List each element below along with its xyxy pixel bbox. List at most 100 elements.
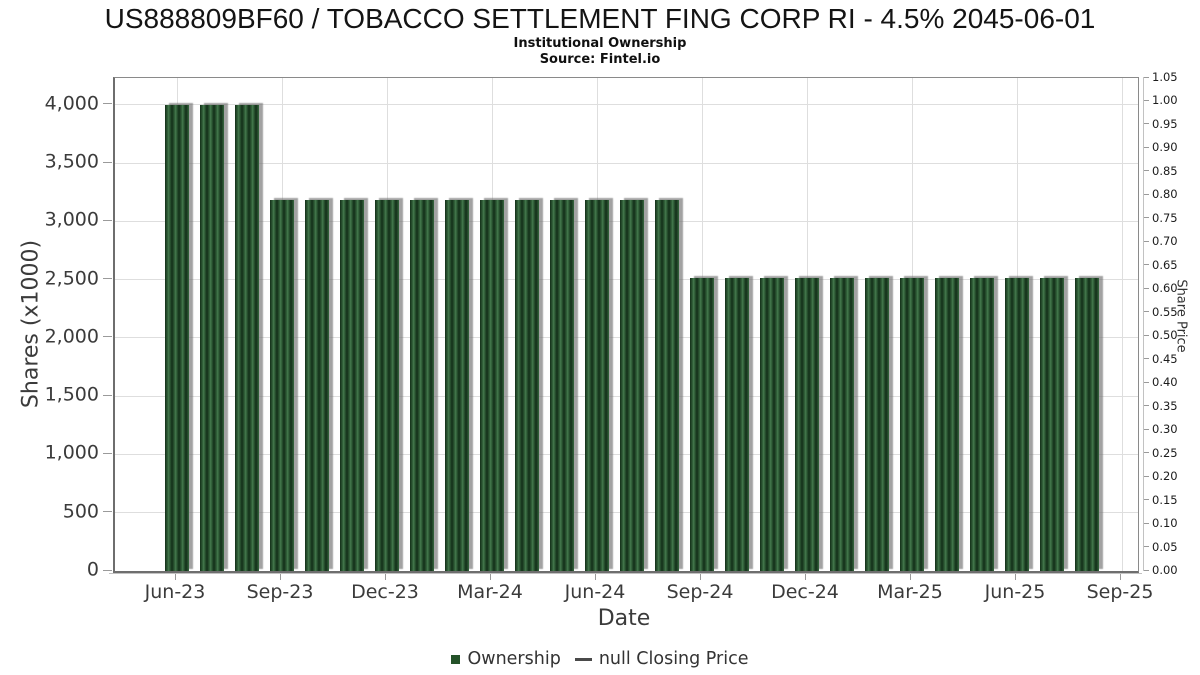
ownership-bar [725, 278, 749, 571]
ownership-bar [480, 199, 504, 571]
legend-item-ownership: Ownership [467, 649, 561, 669]
y-axis-right-tick [1144, 334, 1149, 336]
ownership-bar [445, 199, 469, 571]
y-axis-right-tick [1144, 311, 1149, 313]
ownership-bar [340, 199, 364, 571]
x-axis-tick [490, 574, 491, 580]
ownership-bar [830, 278, 854, 571]
y-axis-right-tick [1144, 475, 1149, 477]
x-axis-tick [805, 574, 806, 580]
ownership-bar [935, 278, 959, 571]
y-axis-right-tick-label: 1.00 [1152, 93, 1178, 108]
ownership-bar [305, 199, 329, 571]
y-axis-right-tick-label: 0.35 [1152, 398, 1178, 413]
y-axis-right-tick [1144, 499, 1149, 501]
y-axis-right-tick [1144, 287, 1149, 289]
ownership-bar [760, 278, 784, 571]
x-axis-line [109, 573, 1142, 574]
y-axis-right-tick [1144, 381, 1149, 383]
ownership-bar [375, 199, 399, 571]
y-axis-right-tick [1144, 358, 1149, 360]
ownership-bar [270, 199, 294, 571]
y-axis-right-tick-label: 0.85 [1152, 163, 1178, 178]
y-axis-right-tick-label: 0.75 [1152, 210, 1178, 225]
y-axis-left-tick [103, 452, 112, 454]
ownership-bar [620, 199, 644, 571]
y-axis-right-tick [1144, 522, 1149, 524]
plot-area [113, 77, 1139, 573]
x-axis-tick-label: Jun-23 [144, 581, 206, 603]
ownership-bar [235, 104, 259, 571]
x-axis-tick-label: Dec-23 [351, 581, 419, 603]
gridline-horizontal [115, 104, 1138, 106]
y-axis-left-tick [103, 161, 112, 163]
x-axis-tick [595, 574, 596, 580]
y-axis-right-tick-label: 0.45 [1152, 351, 1178, 366]
gridline-vertical [1122, 78, 1123, 571]
y-axis-right-tick [1144, 428, 1149, 430]
x-axis-tick-label: Sep-23 [246, 581, 314, 603]
y-axis-right-tick [1144, 217, 1149, 219]
x-axis-tick [700, 574, 701, 580]
y-axis-left-tick-label: 3,000 [44, 208, 99, 231]
ownership-bar [410, 199, 434, 571]
y-axis-right-tick-label: 0.20 [1152, 469, 1178, 484]
x-axis-tick [1120, 574, 1121, 580]
y-axis-left-tick [103, 219, 112, 221]
y-axis-left-tick-label: 500 [62, 500, 99, 523]
x-axis-tick-label: Jun-25 [984, 581, 1046, 603]
legend: Ownership null Closing Price [0, 648, 1200, 670]
y-axis-left-tick-label: 0 [86, 558, 99, 581]
y-axis-right-tick-label: 0.65 [1152, 257, 1178, 272]
y-axis-right-tick-label: 0.10 [1152, 516, 1178, 531]
ownership-bar [900, 278, 924, 571]
gridline-horizontal [115, 162, 1138, 164]
x-axis-tick [385, 574, 386, 580]
y-axis-right-tick [1144, 76, 1149, 78]
x-axis-tick [175, 574, 176, 580]
x-axis-tick [1015, 574, 1016, 580]
y-axis-left-title: Shares (x1000) [18, 239, 44, 409]
y-axis-right-tick-label: 0.80 [1152, 187, 1178, 202]
ownership-bar [690, 278, 714, 571]
ownership-series-swatch-icon [451, 654, 461, 664]
ownership-bar [550, 199, 574, 571]
y-axis-left-tick [103, 336, 112, 338]
y-axis-right-tick [1144, 569, 1149, 571]
y-axis-right-title: Share Price [1173, 279, 1189, 353]
ownership-bar [1040, 278, 1064, 571]
y-axis-left-tick [103, 278, 112, 280]
ownership-bar [165, 104, 189, 571]
y-axis-left-tick [103, 511, 112, 513]
ownership-bar [865, 278, 889, 571]
y-axis-right-tick [1144, 170, 1149, 172]
y-axis-right-tick-label: 1.05 [1152, 70, 1178, 84]
chart-subtitle: Institutional Ownership [513, 36, 687, 51]
ownership-bar [655, 199, 679, 571]
y-axis-right-tick [1144, 546, 1149, 548]
ownership-bar [585, 199, 609, 571]
y-axis-right-tick-label: 0.05 [1152, 539, 1178, 554]
y-axis-left-tick [103, 103, 112, 105]
y-axis-right-tick [1144, 193, 1149, 195]
x-axis-tick-label: Sep-24 [666, 581, 734, 603]
x-axis-tick-label: Mar-25 [877, 581, 943, 603]
x-axis-tick-label: Mar-24 [457, 581, 523, 603]
y-axis-right-line [1143, 77, 1144, 571]
x-axis-tick-label: Dec-24 [771, 581, 839, 603]
page-title: US888809BF60 / TOBACCO SETTLEMENT FING C… [104, 3, 1096, 34]
x-axis-title: Date [597, 606, 651, 631]
y-axis-right-tick [1144, 123, 1149, 125]
y-axis-right-tick [1144, 452, 1149, 454]
y-axis-right-tick-label: 0.40 [1152, 375, 1178, 390]
ownership-bar [515, 199, 539, 571]
y-axis-right-tick-label: 0.90 [1152, 140, 1178, 155]
y-axis-right-tick-label: 0.70 [1152, 234, 1178, 249]
y-axis-left-tick [103, 394, 112, 396]
x-axis-tick [910, 574, 911, 580]
ownership-bar [1075, 278, 1099, 571]
x-axis-tick-label: Sep-25 [1086, 581, 1154, 603]
ownership-bar [795, 278, 819, 571]
chart-source-label: Source: Fintel.io [539, 52, 661, 67]
